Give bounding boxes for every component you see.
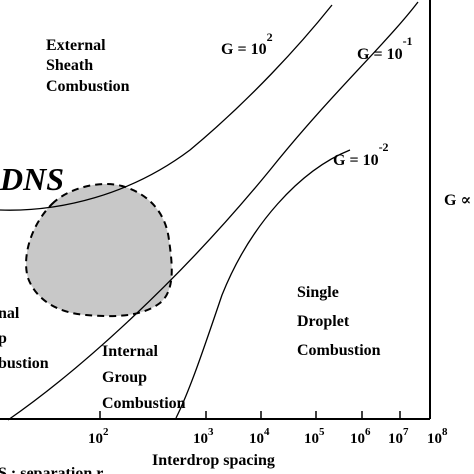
curve-label-g-1e-2: G = 10-2 — [333, 140, 389, 169]
tick-label-1e4: 104 — [249, 426, 270, 447]
tick-label-1e3: 103 — [193, 426, 214, 447]
curve-g-1e-2 — [175, 149, 351, 419]
tick-label-1e5: 105 — [304, 426, 325, 447]
region-line: Group — [102, 369, 147, 386]
curve-g-1e-1 — [7, 1, 419, 421]
tick-label-1e7: 107 — [388, 426, 409, 447]
region-line: External — [46, 37, 106, 54]
curve-label-g-1e-1: G = 10-1 — [357, 34, 413, 63]
single-droplet-label: Single Droplet Combustion — [297, 284, 381, 359]
dns-region — [25, 183, 173, 318]
tick-label-1e8: 108 — [427, 426, 448, 447]
curve-g-1e2 — [0, 4, 333, 211]
region-line: Single — [297, 284, 339, 301]
left-cut-label: nal p bustion — [0, 305, 49, 372]
x-axis-cut-label: S : separation r — [0, 465, 103, 474]
region-line: p — [0, 330, 7, 347]
dns-label: DNS — [0, 161, 64, 197]
tick-label-1e2: 102 — [88, 426, 109, 447]
region-line: bustion — [0, 355, 49, 372]
region-line: Combustion — [297, 342, 381, 359]
region-line: Combustion — [46, 78, 130, 95]
x-axis-label: Interdrop spacing — [152, 452, 275, 469]
region-line: Sheath — [46, 57, 93, 74]
region-line: nal — [0, 305, 20, 322]
region-line: Internal — [102, 343, 159, 360]
internal-group-label: Internal Group Combustion — [102, 343, 186, 412]
region-line: Droplet — [297, 313, 350, 330]
tick-label-1e6: 106 — [350, 426, 371, 447]
external-sheath-label: External Sheath Combustion — [46, 37, 130, 95]
region-line: Combustion — [102, 395, 186, 412]
curve-label-g-1e2: G = 102 — [221, 30, 273, 58]
right-axis-label: G ∝ — [444, 192, 471, 209]
x-axis-ticks — [99, 411, 401, 419]
